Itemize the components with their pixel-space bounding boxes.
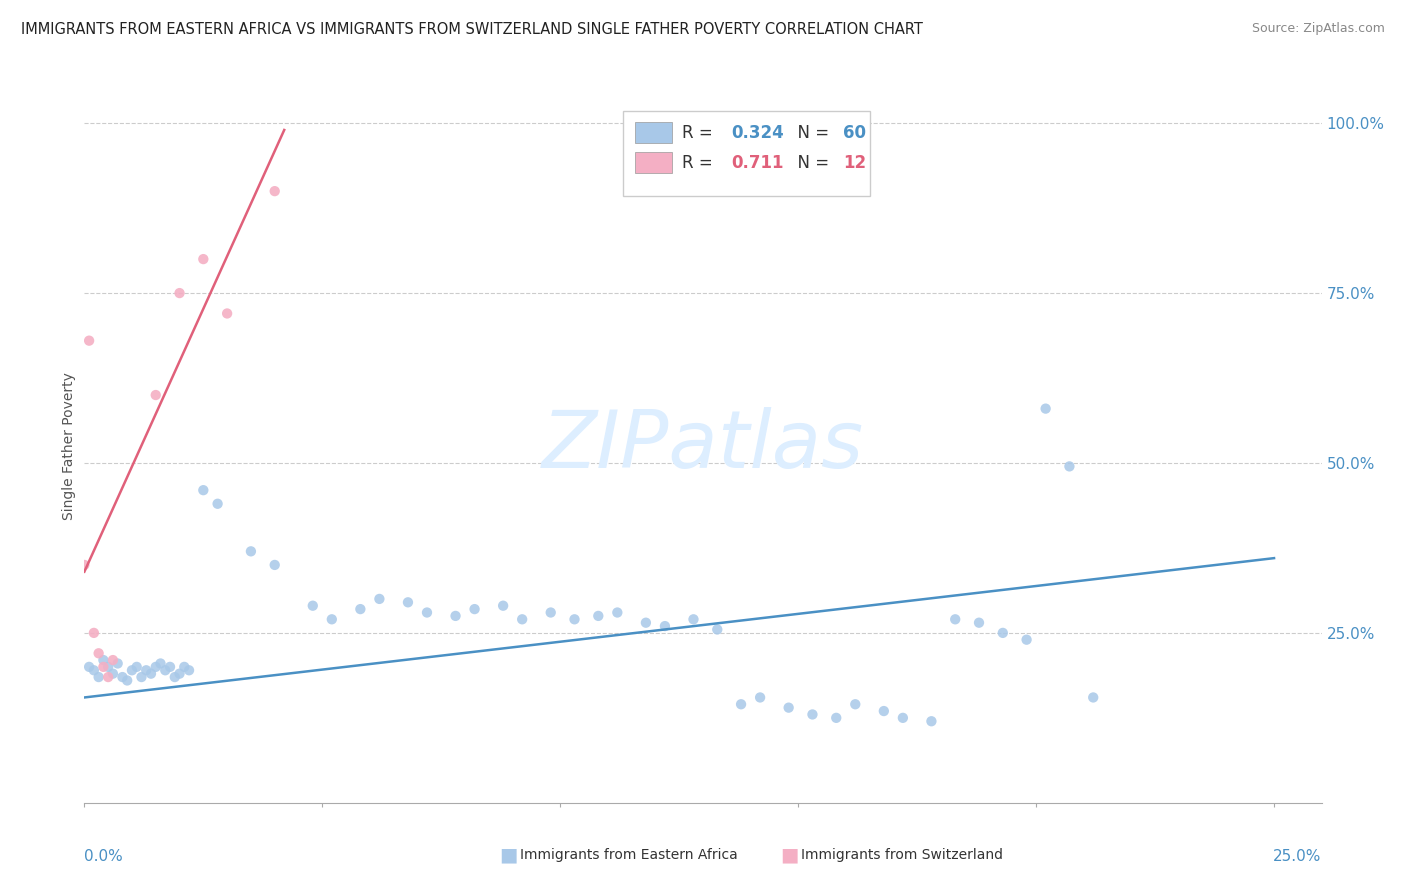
Point [97, 660, 120, 674]
Point [749, 690, 772, 705]
Text: N =: N = [787, 124, 835, 142]
Point [492, 599, 515, 613]
Point [967, 615, 990, 630]
Point [634, 615, 657, 630]
Point [159, 660, 181, 674]
Point [801, 707, 824, 722]
Point [115, 673, 138, 688]
Point [606, 606, 628, 620]
Point [169, 666, 191, 681]
Point [83, 626, 105, 640]
Point [396, 595, 419, 609]
Y-axis label: Single Father Poverty: Single Father Poverty [62, 372, 76, 520]
Point [368, 591, 391, 606]
Text: Source: ZipAtlas.com: Source: ZipAtlas.com [1251, 22, 1385, 36]
Text: 0.324: 0.324 [731, 124, 785, 142]
Point [444, 608, 467, 623]
Point [93, 660, 115, 674]
Point [155, 663, 177, 677]
Text: Immigrants from Eastern Africa: Immigrants from Eastern Africa [520, 847, 738, 862]
Point [173, 660, 195, 674]
Point [139, 666, 162, 681]
Point [239, 544, 262, 558]
Point [145, 388, 167, 402]
Point [111, 670, 134, 684]
Text: 0.0%: 0.0% [84, 849, 124, 864]
Point [131, 670, 153, 684]
Point [682, 612, 704, 626]
Point [73, 558, 96, 572]
Point [301, 599, 323, 613]
Point [107, 657, 129, 671]
Point [1015, 632, 1038, 647]
Point [564, 612, 586, 626]
Point [778, 700, 800, 714]
Point [510, 612, 533, 626]
Point [121, 663, 143, 677]
Point [193, 483, 215, 498]
Point [464, 602, 486, 616]
Point [217, 306, 239, 320]
Text: 25.0%: 25.0% [1274, 849, 1322, 864]
Point [163, 670, 186, 684]
Text: ZIPatlas: ZIPatlas [541, 407, 865, 485]
Point [873, 704, 896, 718]
Point [706, 623, 728, 637]
FancyBboxPatch shape [623, 111, 870, 196]
Point [101, 666, 124, 681]
Point [416, 606, 439, 620]
Point [730, 698, 752, 712]
Text: 0.711: 0.711 [731, 153, 785, 171]
Text: ■: ■ [780, 845, 799, 864]
Point [207, 497, 229, 511]
Text: IMMIGRANTS FROM EASTERN AFRICA VS IMMIGRANTS FROM SWITZERLAND SINGLE FATHER POVE: IMMIGRANTS FROM EASTERN AFRICA VS IMMIGR… [21, 22, 922, 37]
Text: ■: ■ [499, 845, 517, 864]
Point [1083, 690, 1105, 705]
Text: Immigrants from Switzerland: Immigrants from Switzerland [801, 847, 1004, 862]
Point [844, 698, 866, 712]
Point [101, 653, 124, 667]
Text: 12: 12 [842, 153, 866, 171]
Point [87, 670, 110, 684]
Point [263, 558, 285, 572]
Point [654, 619, 676, 633]
Point [93, 653, 115, 667]
Point [135, 663, 157, 677]
Point [77, 660, 100, 674]
Text: 60: 60 [842, 124, 866, 142]
Point [149, 657, 172, 671]
Point [991, 626, 1014, 640]
Point [193, 252, 215, 266]
Point [588, 608, 610, 623]
Text: R =: R = [682, 124, 718, 142]
Point [177, 663, 200, 677]
Point [891, 711, 914, 725]
Point [1059, 459, 1081, 474]
Point [263, 184, 285, 198]
Point [87, 646, 110, 660]
Point [920, 714, 942, 729]
Point [125, 660, 148, 674]
Text: N =: N = [787, 153, 835, 171]
Point [540, 606, 562, 620]
Point [825, 711, 848, 725]
Point [169, 286, 191, 301]
Text: R =: R = [682, 153, 718, 171]
Point [943, 612, 966, 626]
Point [145, 660, 167, 674]
FancyBboxPatch shape [636, 122, 672, 144]
Point [97, 670, 120, 684]
Point [321, 612, 343, 626]
FancyBboxPatch shape [636, 152, 672, 173]
Point [349, 602, 371, 616]
Point [83, 663, 105, 677]
Point [77, 334, 100, 348]
Point [1035, 401, 1057, 416]
